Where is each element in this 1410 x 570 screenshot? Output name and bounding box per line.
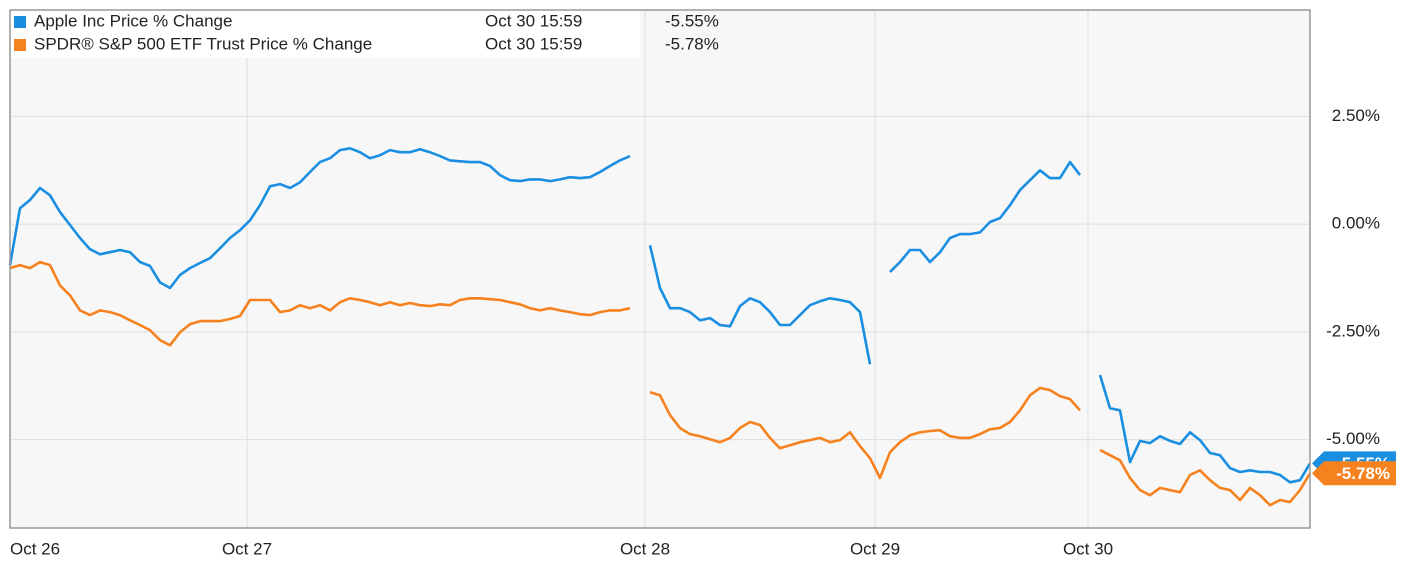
x-tick-label: Oct 30 bbox=[1063, 539, 1113, 558]
y-tick-label: -5.00% bbox=[1326, 429, 1380, 448]
x-tick-label: Oct 26 bbox=[10, 539, 60, 558]
legend-swatch bbox=[14, 16, 26, 28]
x-tick-label: Oct 27 bbox=[222, 539, 272, 558]
legend-value: -5.78% bbox=[665, 34, 719, 53]
plot-area bbox=[10, 10, 1310, 528]
x-tick-label: Oct 28 bbox=[620, 539, 670, 558]
legend-time: Oct 30 15:59 bbox=[485, 11, 582, 30]
plot-border bbox=[9, 9, 1311, 529]
badge-label: -5.78% bbox=[1336, 464, 1390, 483]
y-tick-label: 0.00% bbox=[1332, 214, 1380, 233]
legend-label: SPDR® S&P 500 ETF Trust Price % Change bbox=[34, 34, 372, 53]
lines bbox=[8, 147, 1312, 507]
legend-time: Oct 30 15:59 bbox=[485, 34, 582, 53]
series-line bbox=[9, 260, 1312, 507]
series-line bbox=[8, 147, 1312, 484]
legend-value: -5.55% bbox=[665, 11, 719, 30]
x-tick-label: Oct 29 bbox=[850, 539, 900, 558]
legend-label: Apple Inc Price % Change bbox=[34, 11, 232, 30]
value-badge bbox=[1312, 461, 1396, 486]
y-tick-label: 2.50% bbox=[1332, 106, 1380, 125]
legend-swatch bbox=[14, 39, 26, 51]
axis-labels: 2.50% 0.00% -2.50% -5.00% Oct 26 Oct 27 Oct 28… bbox=[10, 106, 1396, 558]
legend-box bbox=[10, 10, 640, 58]
y-tick-label: -2.50% bbox=[1326, 321, 1380, 340]
legend: Apple Inc Price % Change Oct 30 15:59 -5.5… bbox=[14, 11, 719, 53]
